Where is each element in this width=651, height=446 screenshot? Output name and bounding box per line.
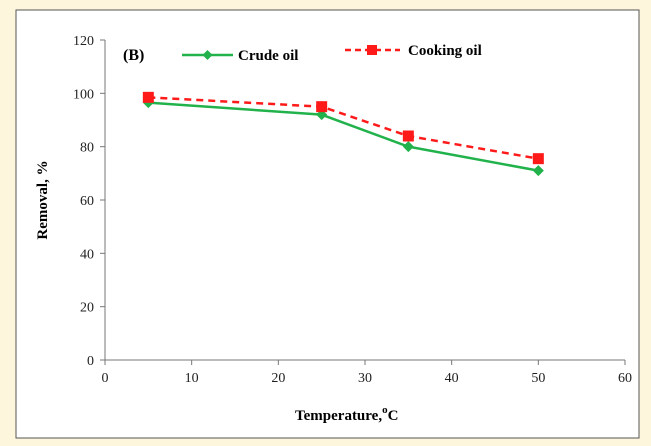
y-ticks: 0 20 40 60 80 100 120 <box>73 34 105 369</box>
x-tick-label: 10 <box>185 371 199 386</box>
x-axis-title: Temperature,oC <box>295 404 398 424</box>
x-tick-label: 30 <box>358 371 372 386</box>
y-axis-title: Removal, % <box>35 160 51 239</box>
legend-label-cooking-oil: Cooking oil <box>408 43 482 59</box>
data-point-cooking-oil <box>142 91 154 103</box>
data-point-crude-oil <box>532 165 544 177</box>
x-axis-title-unit: C <box>388 408 399 424</box>
y-tick-label: 60 <box>80 194 94 209</box>
data-point-cooking-oil <box>532 153 544 165</box>
panel-label: (B) <box>123 47 144 64</box>
x-axis-title-text: Temperature, <box>295 408 382 424</box>
y-tick-label: 20 <box>80 301 94 316</box>
y-tick-label: 40 <box>80 247 94 262</box>
legend: Crude oil Cooking oil <box>182 43 482 64</box>
legend-marker-cooking-oil <box>367 45 377 55</box>
data-point-cooking-oil <box>402 130 414 142</box>
y-tick-label: 100 <box>73 87 94 102</box>
x-tick-label: 60 <box>618 371 632 386</box>
series-layer <box>142 91 544 177</box>
data-point-crude-oil <box>402 141 414 153</box>
x-tick-label: 20 <box>271 371 285 386</box>
legend-label-crude-oil: Crude oil <box>238 48 298 64</box>
x-tick-label: 50 <box>531 371 545 386</box>
legend-item-cooking-oil: Cooking oil <box>345 43 482 59</box>
y-tick-label: 80 <box>80 141 94 156</box>
chart-frame <box>15 9 640 439</box>
legend-marker-crude-oil <box>202 50 213 60</box>
series-line-cooking-oil <box>148 96 539 160</box>
series-line-crude-oil <box>148 101 539 172</box>
x-tick-label: 0 <box>102 371 109 386</box>
legend-item-crude-oil: Crude oil <box>182 48 298 64</box>
x-tick-label: 40 <box>445 371 459 386</box>
y-tick-label: 0 <box>87 354 94 369</box>
x-axis-title-sup: o <box>382 404 388 416</box>
x-ticks: 0 10 20 30 40 50 60 <box>102 360 632 386</box>
data-point-cooking-oil <box>316 101 328 113</box>
y-tick-label: 120 <box>73 34 94 49</box>
